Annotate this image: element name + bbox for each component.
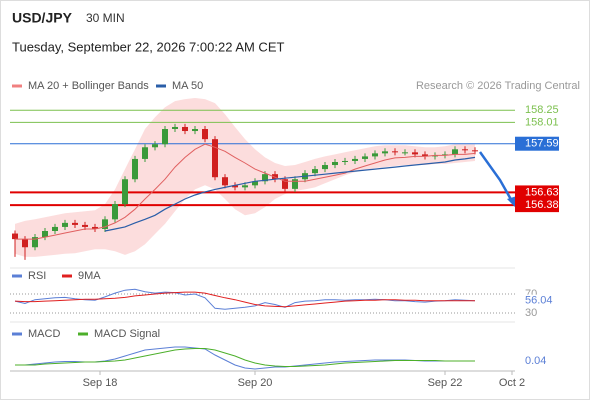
candle-body [52, 226, 58, 231]
x-tick-label: Oct 2 [499, 377, 525, 389]
value-label: 56.04 [525, 295, 553, 307]
candle-body [222, 177, 228, 186]
candle-body [102, 219, 108, 229]
candle-body [402, 152, 408, 154]
level-label: 157.59 [525, 138, 559, 150]
candle-body [282, 179, 288, 189]
level-label: 156.38 [525, 199, 559, 211]
candle-body [152, 144, 158, 148]
candle-body [82, 224, 88, 227]
value-label: 0.04 [525, 355, 546, 367]
value-box [522, 294, 558, 307]
candle-body [372, 153, 378, 157]
x-tick-label: Sep 22 [428, 377, 463, 389]
bollinger-band [15, 98, 475, 257]
level-label: 158.01 [525, 116, 559, 128]
y-tick-label: 30 [525, 307, 537, 319]
x-tick-label: Sep 20 [238, 377, 273, 389]
candle-body [242, 185, 248, 188]
candle-body [362, 156, 368, 159]
candle-body [112, 204, 118, 220]
candle-body [422, 154, 428, 157]
series-line [14, 288, 476, 310]
credit: Research © 2026 Trading Central [416, 80, 580, 92]
x-tick-label: Sep 18 [83, 377, 118, 389]
arrow-head [507, 196, 517, 209]
level-box [515, 185, 559, 200]
candle-body [32, 237, 38, 248]
candle-body [292, 179, 298, 189]
level-label: 156.63 [525, 186, 559, 198]
series-line [15, 348, 475, 367]
legend-label: MA 20 + Bollinger Bands [28, 80, 149, 92]
legend-label: 9MA [78, 270, 101, 282]
legend-label: RSI [28, 270, 46, 282]
candle-body [202, 129, 208, 140]
candle-body [412, 152, 418, 155]
level-box [515, 198, 559, 213]
candle-body [42, 231, 48, 238]
candle-body [312, 169, 318, 174]
candle-body [132, 158, 138, 180]
candle-body [232, 185, 238, 188]
candle-body [122, 179, 128, 205]
datetime: Tuesday, September 22, 2026 7:00:22 AM C… [12, 39, 284, 54]
candle-body [192, 129, 198, 132]
legend-label: MA 50 [172, 80, 203, 92]
candle-body [12, 233, 18, 240]
legend-label: MACD [28, 328, 60, 340]
candle-body [22, 239, 28, 248]
forecast-arrow [478, 151, 515, 204]
candle-body [392, 151, 398, 153]
candle-body [442, 154, 448, 156]
legend-label: MACD Signal [94, 328, 160, 340]
symbol: USD/JPY [12, 10, 73, 26]
candle-body [162, 129, 168, 145]
candle-body [332, 161, 338, 166]
candle-body [472, 150, 478, 152]
candle-body [142, 147, 148, 159]
candle-body [252, 181, 258, 186]
candle-body [92, 226, 98, 229]
candle-body [62, 222, 68, 227]
candle-body [182, 126, 188, 132]
level-label: 158.25 [525, 104, 559, 116]
candle-body [342, 160, 348, 162]
candle-body [172, 126, 178, 129]
candle-body [462, 149, 468, 151]
candle-body [262, 174, 268, 182]
candle-body [212, 139, 218, 178]
level-box [515, 136, 559, 151]
candle-body [452, 149, 458, 155]
series-line [15, 143, 476, 240]
candle-body [72, 222, 78, 225]
candle-body [382, 151, 388, 154]
series-line [104, 156, 476, 232]
candle-body [352, 158, 358, 161]
interval: 30 MIN [86, 11, 125, 25]
series-line [14, 291, 475, 308]
candle-body [322, 165, 328, 170]
